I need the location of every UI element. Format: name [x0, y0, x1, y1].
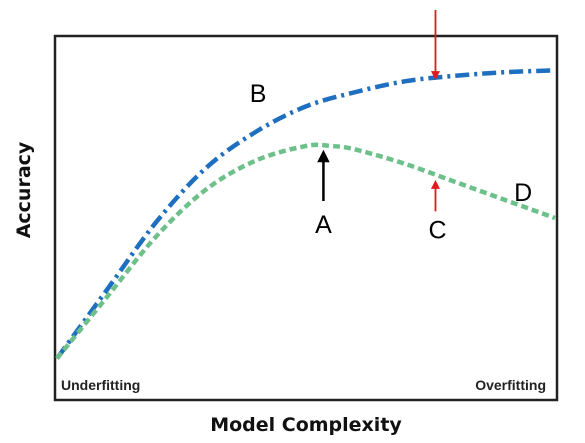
point-label-a: A	[315, 211, 332, 239]
point-label-c: C	[428, 216, 446, 244]
series-line-2	[55, 142, 556, 360]
annotation-layer: A B C D	[250, 10, 532, 244]
series-line-1	[55, 68, 556, 360]
underfitting-label: Underfitting	[61, 377, 140, 393]
overfitting-label: Overfitting	[475, 377, 546, 393]
point-label-d: D	[514, 179, 532, 207]
point-label-b: B	[250, 80, 267, 108]
y-axis-label: Accuracy	[13, 141, 35, 238]
plot-frame	[53, 34, 559, 402]
series-layer	[55, 68, 556, 360]
x-axis-label: Model Complexity	[210, 414, 402, 436]
